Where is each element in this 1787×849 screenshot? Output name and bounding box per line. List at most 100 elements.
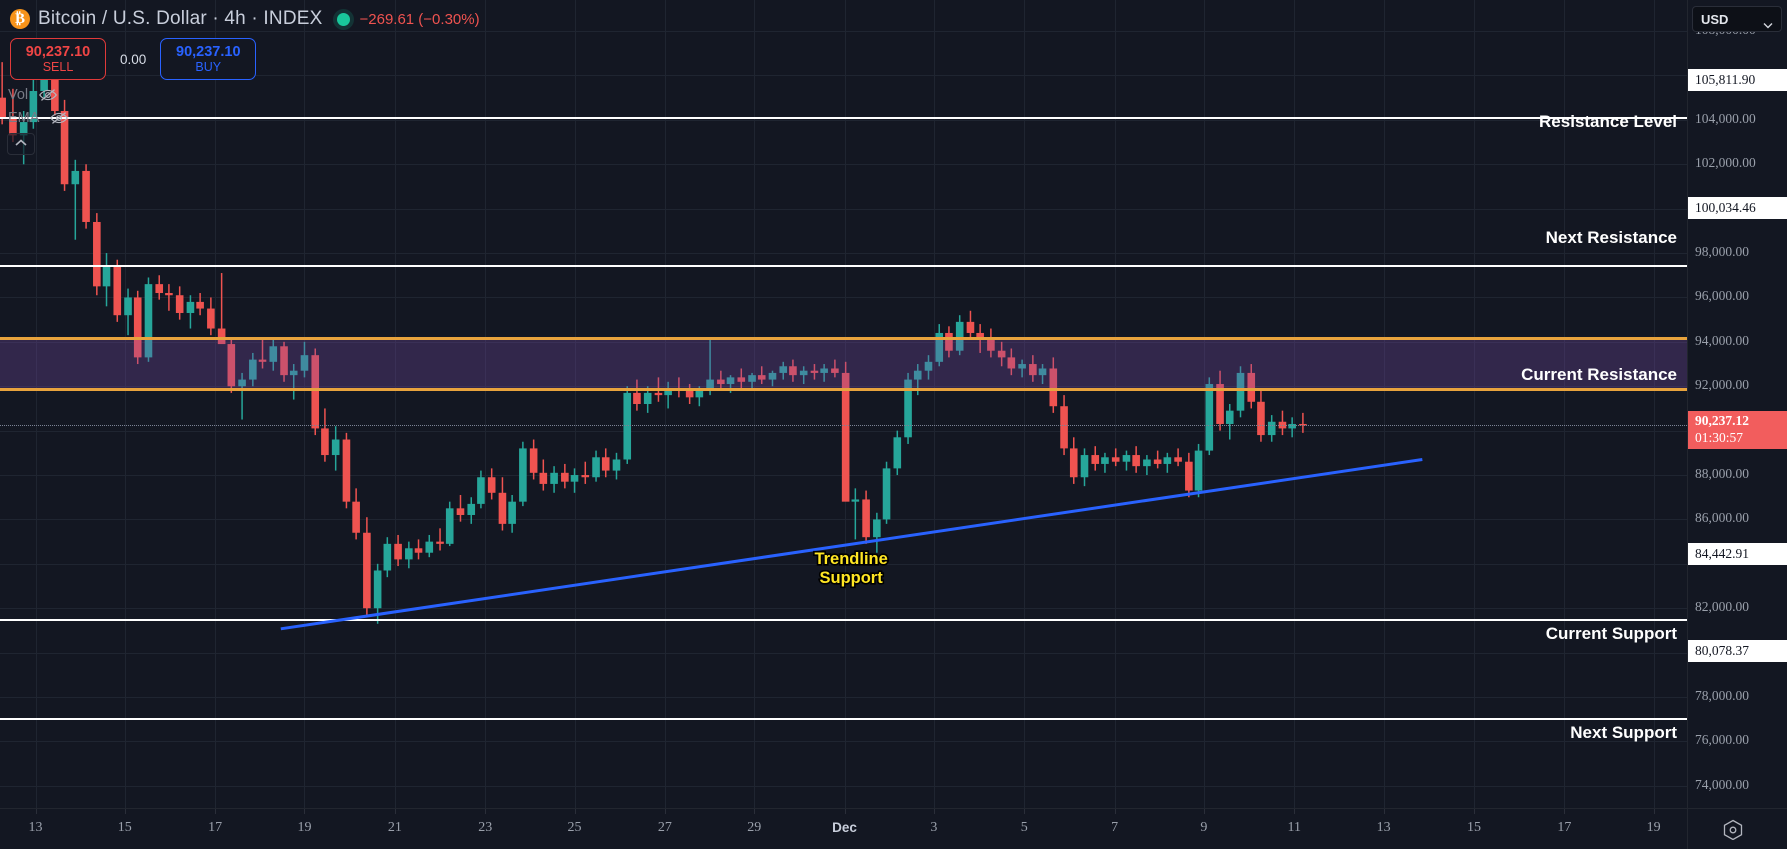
time-axis-mark [1564, 809, 1566, 814]
price-axis-tick: 88,000.00 [1695, 466, 1749, 482]
trendline-support-label: Trendline Support [813, 548, 890, 589]
time-axis-tick: 15 [1466, 820, 1481, 835]
current-support-line[interactable] [0, 618, 1687, 621]
chevron-down-icon [1763, 16, 1773, 28]
time-axis-tick: 17 [208, 820, 223, 835]
eye-off-icon[interactable] [49, 111, 69, 125]
current-price-badge[interactable]: 90,237.12 01:30:57 [1688, 411, 1787, 450]
horizontal-gridline [0, 741, 1687, 743]
time-axis-mark [124, 809, 126, 814]
time-axis-tick: 19 [297, 820, 312, 835]
price-axis-tick: 78,000.00 [1695, 688, 1749, 703]
next-resistance-price-tag[interactable]: 100,034.46 [1688, 196, 1787, 219]
time-axis-mark [574, 809, 576, 814]
eye-off-icon[interactable] [38, 88, 58, 102]
price-axis-tick: 76,000.00 [1695, 732, 1749, 748]
time-axis-tick: 23 [478, 820, 493, 835]
vertical-gridline [933, 0, 935, 808]
horizontal-gridline [0, 785, 1687, 787]
time-scale[interactable]: 13 15 17 19 21 23 25 27 29 Dec 3 5 7 9 11 13 15 17 19 [0, 808, 1787, 849]
indicator-name-vol: Vol [8, 87, 29, 103]
time-axis-tick: 3 [930, 820, 938, 835]
chart-header: ₿ Bitcoin / U.S. Dollar · 4h · INDEX −26… [10, 6, 480, 80]
annotation-resistance-level: Resistance Level [1539, 112, 1677, 132]
vertical-gridline [304, 0, 306, 808]
trendline-support[interactable] [0, 0, 1687, 808]
time-axis-mark [664, 809, 666, 814]
timescale-settings-icon[interactable] [1721, 818, 1745, 841]
price-scale[interactable]: 108,000.00104,000.00102,000.0098,000.009… [1687, 0, 1787, 808]
vertical-gridline [1294, 0, 1296, 808]
indicator-legend-vol[interactable]: Vol [8, 87, 58, 103]
time-axis-mark [933, 809, 935, 814]
price-axis-tick: 94,000.00 [1695, 332, 1749, 348]
price-axis-tick: 82,000.00 [1695, 599, 1749, 615]
currency-value: USD [1701, 11, 1729, 27]
time-axis-mark [1383, 809, 1385, 814]
indicator-name-ema: EMA [8, 110, 40, 126]
spread-value: 0.00 [120, 51, 147, 67]
vertical-gridline [754, 0, 756, 808]
time-axis-mark [1114, 809, 1116, 814]
chart-plot-area[interactable]: Resistance Level Next Resistance Current… [0, 0, 1687, 808]
time-axis-tick: 13 [28, 820, 43, 835]
price-axis-tick: 98,000.00 [1695, 244, 1749, 260]
time-axis-mark [215, 809, 217, 814]
horizontal-gridline [0, 608, 1687, 610]
time-axis-tick: 15 [117, 820, 132, 835]
time-axis-tick: 21 [387, 820, 402, 835]
time-axis-tick: 11 [1287, 820, 1302, 835]
resistance-level-line[interactable] [0, 116, 1687, 119]
next-resistance-line[interactable] [0, 264, 1687, 267]
time-axis-mark [35, 809, 37, 814]
time-axis-mark [754, 809, 756, 814]
horizontal-gridline [0, 697, 1687, 698]
current-resistance-zone[interactable] [0, 337, 1687, 391]
horizontal-gridline [0, 208, 1687, 210]
time-axis-tick: 19 [1646, 820, 1661, 835]
buy-button[interactable]: 90,237.10 BUY [160, 38, 257, 80]
sell-label: SELL [42, 60, 74, 75]
horizontal-gridline [0, 164, 1687, 166]
time-axis-mark [394, 809, 396, 814]
vertical-gridline [35, 0, 37, 808]
time-axis-mark [1024, 809, 1026, 814]
current-support-price-tag[interactable]: 84,442.91 [1688, 542, 1787, 565]
vertical-gridline [215, 0, 217, 808]
price-axis-tick: 102,000.00 [1695, 155, 1756, 171]
horizontal-gridline [0, 31, 1687, 33]
resistance-level-price-tag[interactable]: 105,811.90 [1688, 68, 1787, 91]
sell-price: 90,237.10 [25, 43, 91, 60]
trendline-label-line1: Trendline [813, 548, 890, 569]
sell-button[interactable]: 90,237.10 SELL [10, 38, 106, 80]
trendline-label-line2: Support [818, 567, 884, 588]
bitcoin-icon: ₿ [10, 9, 30, 29]
vertical-gridline [1473, 0, 1475, 808]
collapse-pane-button[interactable] [7, 133, 35, 155]
horizontal-gridline [0, 341, 1687, 343]
time-axis-tick: 9 [1200, 820, 1208, 835]
time-axis-mark [1653, 809, 1655, 814]
time-axis-tick: 17 [1557, 820, 1572, 835]
buy-price: 90,237.10 [176, 43, 241, 60]
next-support-price-tag[interactable]: 80,078.37 [1688, 639, 1787, 662]
currency-selector[interactable]: USD [1692, 6, 1782, 32]
annotation-next-support: Next Support [1570, 723, 1677, 743]
next-support-line[interactable] [0, 717, 1687, 720]
current-price-value: 90,237.12 [1695, 413, 1749, 429]
price-change: −269.61 (−0.30%) [359, 10, 480, 28]
vertical-gridline [1383, 0, 1385, 808]
vertical-gridline [1564, 0, 1566, 808]
indicator-legend-ema[interactable]: EMA [8, 110, 69, 126]
time-axis-mark [1294, 809, 1296, 814]
time-axis-mark [485, 809, 487, 814]
vertical-gridline [1114, 0, 1116, 808]
live-status-dot [336, 12, 350, 26]
horizontal-gridline [0, 563, 1687, 565]
vertical-gridline [394, 0, 396, 808]
time-axis-mark [844, 809, 846, 814]
symbol-title[interactable]: Bitcoin / U.S. Dollar · 4h · INDEX [38, 8, 323, 29]
last-price-line [0, 425, 1687, 427]
time-axis-mark [304, 809, 306, 814]
